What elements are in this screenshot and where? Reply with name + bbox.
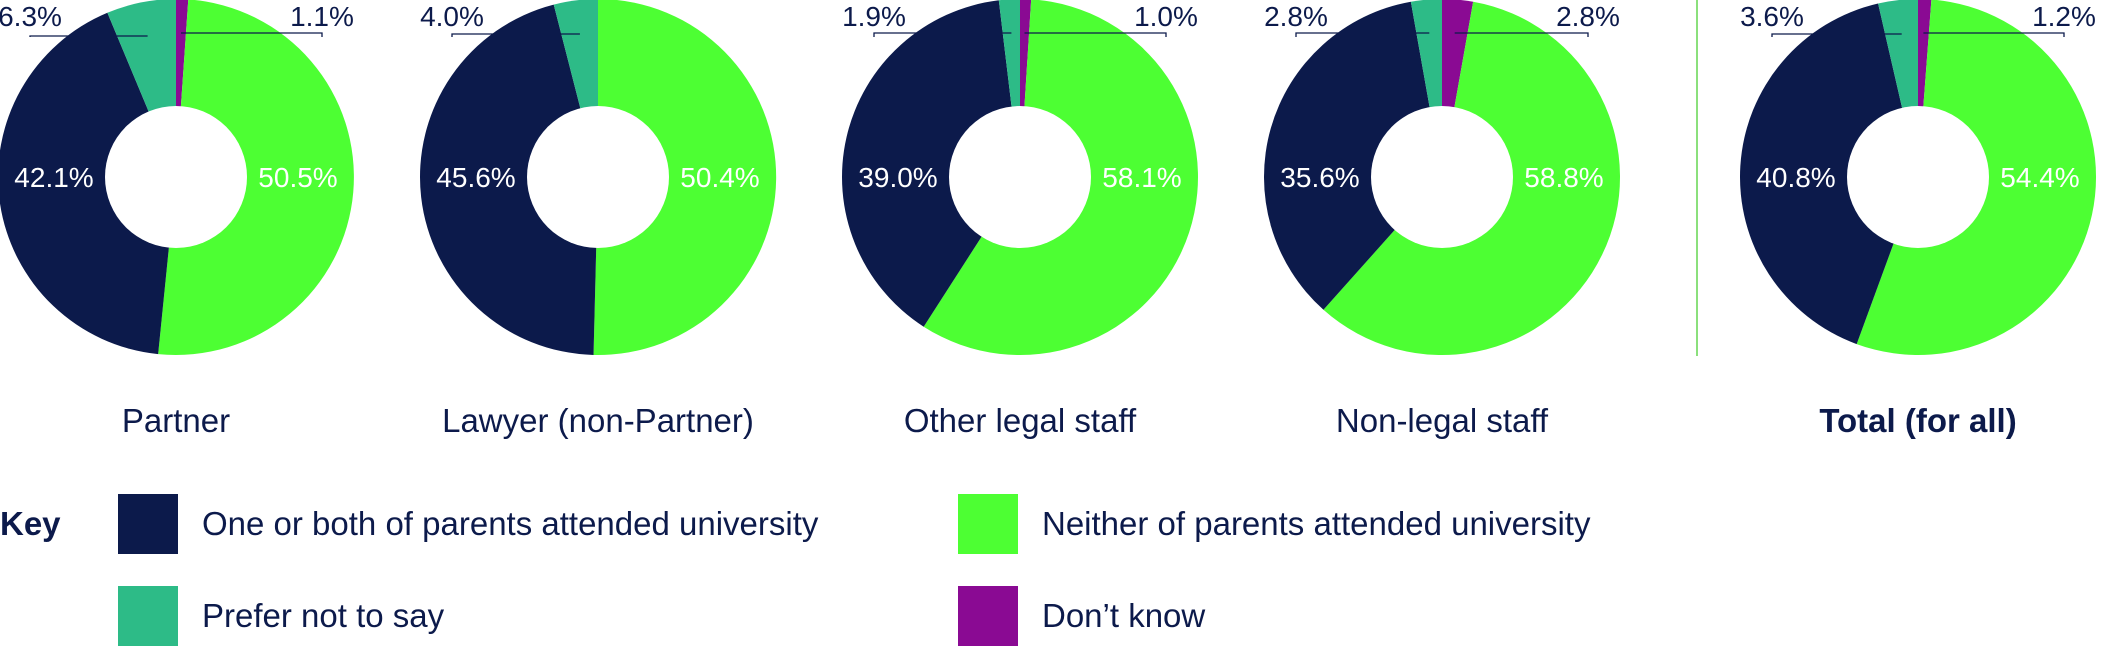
slice-one-or-both	[420, 4, 598, 355]
donut-hole	[1371, 106, 1513, 248]
slice-label-dont-know: 1.2%	[2032, 1, 2096, 32]
leader-line-prefer-not	[1771, 33, 1902, 37]
slice-one-or-both	[0, 12, 176, 355]
slice-neither	[593, 0, 777, 355]
leader-line-dont-know	[1454, 32, 1589, 37]
slice-label-dont-know: 1.0%	[1134, 1, 1198, 32]
slice-one-or-both	[842, 0, 1020, 327]
leader-line-dont-know	[1024, 32, 1167, 37]
slice-label-prefer-not: 1.9%	[842, 1, 906, 32]
slice-label-prefer-not: 4.0%	[420, 1, 484, 32]
slice-label-neither: 54.4%	[2000, 162, 2079, 193]
chart-label: Partner	[122, 402, 230, 439]
leader-line-prefer-not	[29, 35, 148, 37]
leader-line-prefer-not	[451, 33, 580, 37]
donut-chart-4: 58.8% 35.6% 2.8% 2.8% Non-legal staff	[1264, 0, 1621, 439]
legend-swatch	[958, 494, 1018, 554]
legend: Key One or both of parents attended unive…	[0, 494, 1591, 646]
slice-neither	[158, 0, 354, 355]
donut-hole	[105, 106, 247, 248]
slice-label-one-or-both: 35.6%	[1280, 162, 1359, 193]
slice-one-or-both	[1264, 1, 1442, 310]
legend-item-dont-know: Don’t know	[958, 586, 1205, 646]
chart-label: Non-legal staff	[1336, 402, 1549, 439]
legend-swatch	[118, 586, 178, 646]
slice-label-neither: 50.4%	[680, 162, 759, 193]
donut-chart-2: 50.4% 45.6% 4.0% Lawyer (non-Partner)	[420, 0, 777, 439]
slice-label-one-or-both: 39.0%	[858, 162, 937, 193]
slice-label-one-or-both: 45.6%	[436, 162, 515, 193]
slice-label-neither: 58.1%	[1102, 162, 1181, 193]
leader-line-dont-know	[1923, 32, 2065, 37]
donut-chart-3: 58.1% 39.0% 1.9% 1.0% Other legal staff	[842, 0, 1198, 439]
slice-dont-know	[1918, 0, 1932, 177]
slice-label-dont-know: 2.8%	[1556, 1, 1620, 32]
slice-label-neither: 58.8%	[1524, 162, 1603, 193]
leader-line-prefer-not	[1295, 32, 1430, 37]
chart-label: Lawyer (non-Partner)	[442, 402, 754, 439]
leader-line-dont-know	[181, 32, 323, 37]
legend-label: Don’t know	[1042, 597, 1205, 634]
slice-dont-know	[1020, 0, 1032, 177]
donut-hole	[527, 106, 669, 248]
legend-label: Neither of parents attended university	[1042, 505, 1591, 542]
legend-title: Key	[0, 505, 61, 542]
legend-item-neither: Neither of parents attended university	[958, 494, 1591, 554]
slice-label-prefer-not: 6.3%	[0, 1, 62, 32]
slice-label-prefer-not: 2.8%	[1264, 1, 1328, 32]
leader-line-prefer-not	[873, 32, 1012, 37]
slice-label-dont-know: 1.1%	[290, 1, 354, 32]
legend-label: Prefer not to say	[202, 597, 445, 634]
slice-label-prefer-not: 3.6%	[1740, 1, 1804, 32]
legend-swatch	[118, 494, 178, 554]
slice-label-neither: 50.5%	[258, 162, 337, 193]
slice-dont-know	[176, 0, 189, 177]
chart-label: Other legal staff	[904, 402, 1137, 439]
chart-label: Total (for all)	[1819, 402, 2016, 439]
donut-hole	[949, 106, 1091, 248]
donut-chart-1: 50.5% 42.1% 6.3% 1.1% Partner	[0, 0, 354, 439]
legend-label: One or both of parents attended universi…	[202, 505, 819, 542]
slice-one-or-both	[1739, 3, 1918, 345]
legend-item-prefer-not: Prefer not to say	[118, 586, 445, 646]
legend-item-one-or-both: One or both of parents attended universi…	[118, 494, 819, 554]
donut-hole	[1847, 106, 1989, 248]
legend-swatch	[958, 586, 1018, 646]
slice-label-one-or-both: 40.8%	[1756, 162, 1835, 193]
donut-chart-5: 54.4% 40.8% 3.6% 1.2% Total (for all)	[1739, 0, 2097, 439]
slice-label-one-or-both: 42.1%	[14, 162, 93, 193]
